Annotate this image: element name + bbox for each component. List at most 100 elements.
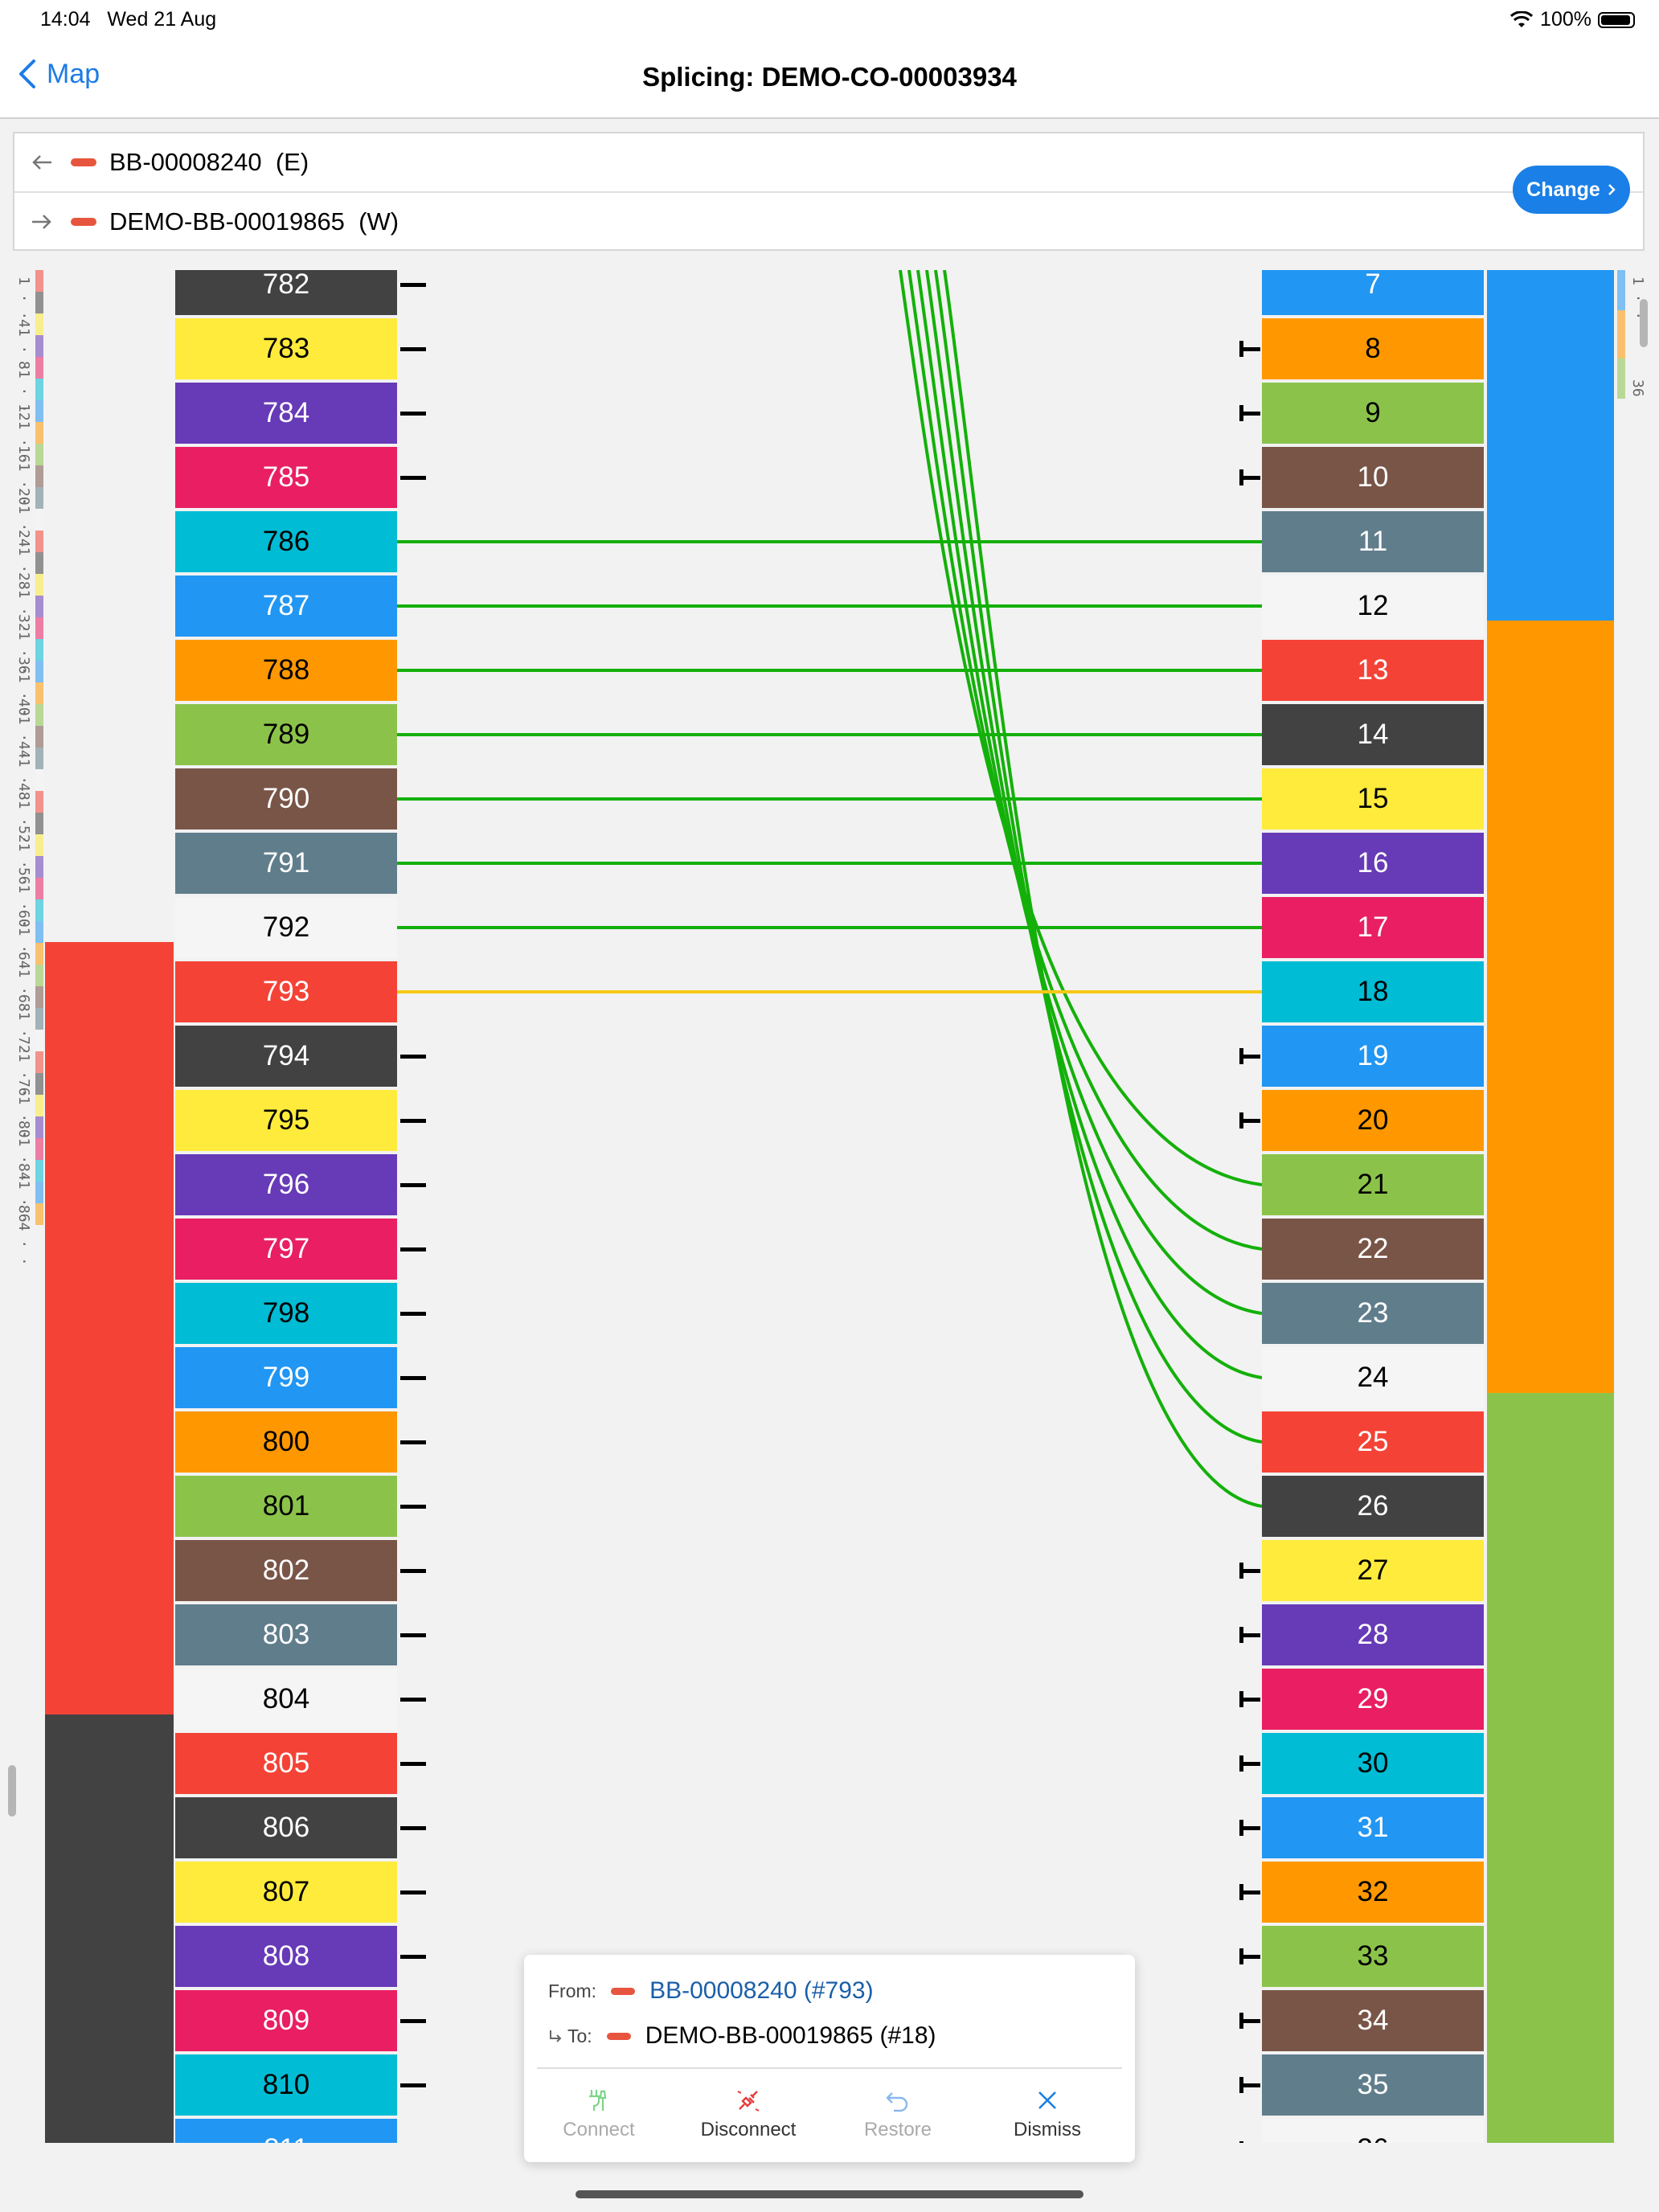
right-fiber-27[interactable]: 27	[1262, 1540, 1484, 1601]
right-fiber-28[interactable]: 28	[1262, 1604, 1484, 1665]
left-fiber-787[interactable]: 787	[175, 576, 397, 637]
right-fiber-34[interactable]: 34	[1262, 1990, 1484, 2051]
right-fiber-31[interactable]: 31	[1262, 1797, 1484, 1858]
right-fiber-20[interactable]: 20	[1262, 1090, 1484, 1151]
left-fiber-796[interactable]: 796	[175, 1154, 397, 1215]
right-fiber-19[interactable]: 19	[1262, 1026, 1484, 1087]
disconnect-icon	[737, 2091, 760, 2112]
unspliced-marker	[1241, 1633, 1260, 1637]
cable-selector: BB-00008240 (E) DEMO-BB-00019865 (W) Cha…	[13, 132, 1645, 251]
battery-percent: 100%	[1540, 8, 1591, 31]
minimap-segment	[35, 292, 43, 313]
splice-popup: From: BB-00008240 (#793) To: DEMO-BB-000…	[524, 1955, 1135, 2162]
left-fiber-798[interactable]: 798	[175, 1283, 397, 1344]
right-fiber-23[interactable]: 23	[1262, 1283, 1484, 1344]
splice-curve[interactable]	[916, 270, 1263, 1315]
right-fiber-12[interactable]: 12	[1262, 576, 1484, 637]
splice-curve[interactable]	[943, 270, 1263, 1508]
connect-button[interactable]: Connect	[524, 2074, 674, 2154]
left-fiber-790[interactable]: 790	[175, 768, 397, 830]
right-fiber-14[interactable]: 14	[1262, 704, 1484, 765]
right-fiber-35[interactable]: 35	[1262, 2054, 1484, 2116]
unspliced-marker	[1241, 1826, 1260, 1830]
left-fiber-802[interactable]: 802	[175, 1540, 397, 1601]
arrow-left-icon	[31, 154, 55, 171]
right-fiber-25[interactable]: 25	[1262, 1411, 1484, 1473]
left-fiber-803[interactable]: 803	[175, 1604, 397, 1665]
unspliced-marker	[400, 412, 426, 416]
right-fiber-13[interactable]: 13	[1262, 640, 1484, 701]
left-fiber-809[interactable]: 809	[175, 1990, 397, 2051]
left-fiber-783[interactable]: 783	[175, 318, 397, 379]
left-fiber-804[interactable]: 804	[175, 1669, 397, 1730]
dismiss-button[interactable]: Dismiss	[973, 2074, 1122, 2154]
left-scroll-indicator[interactable]	[8, 1765, 16, 1817]
left-fiber-807[interactable]: 807	[175, 1862, 397, 1923]
arrow-right-icon	[31, 213, 55, 231]
change-button[interactable]: Change	[1513, 166, 1630, 214]
unspliced-marker	[400, 1312, 426, 1316]
unspliced-marker	[400, 1376, 426, 1380]
minimap-segment	[35, 1030, 43, 1051]
right-fiber-16[interactable]: 16	[1262, 833, 1484, 894]
left-fiber-782[interactable]: 782	[175, 270, 397, 315]
left-fiber-793[interactable]: 793	[175, 961, 397, 1022]
right-fiber-36[interactable]: 36	[1262, 2119, 1484, 2143]
popup-from-value[interactable]: BB-00008240 (#793)	[649, 1977, 874, 2004]
left-fiber-795[interactable]: 795	[175, 1090, 397, 1151]
splice-curve[interactable]	[934, 270, 1263, 1444]
right-fiber-11[interactable]: 11	[1262, 511, 1484, 572]
minimap-segment	[35, 1182, 43, 1203]
right-fiber-33[interactable]: 33	[1262, 1926, 1484, 1987]
minimap-segment	[35, 748, 43, 769]
to-cable-name: DEMO-BB-00019865	[109, 207, 345, 236]
right-fiber-8[interactable]: 8	[1262, 318, 1484, 379]
right-fiber-15[interactable]: 15	[1262, 768, 1484, 830]
right-fiber-22[interactable]: 22	[1262, 1219, 1484, 1280]
left-fiber-797[interactable]: 797	[175, 1219, 397, 1280]
buffer-tube	[45, 270, 174, 942]
unspliced-marker	[400, 1955, 426, 1959]
right-fiber-30[interactable]: 30	[1262, 1733, 1484, 1794]
divider	[537, 2067, 1122, 2069]
left-fiber-800[interactable]: 800	[175, 1411, 397, 1473]
left-fiber-801[interactable]: 801	[175, 1476, 397, 1537]
splice-diagram[interactable]: 782 783 784 785 786 787 788 789 790 791 792 793 794 7…	[0, 270, 1659, 2143]
left-fiber-794[interactable]: 794	[175, 1026, 397, 1087]
left-fiber-805[interactable]: 805	[175, 1733, 397, 1794]
right-fiber-10[interactable]: 10	[1262, 447, 1484, 508]
left-fiber-806[interactable]: 806	[175, 1797, 397, 1858]
left-fiber-784[interactable]: 784	[175, 383, 397, 444]
right-fiber-21[interactable]: 21	[1262, 1154, 1484, 1215]
minimap-segment	[35, 856, 43, 878]
left-fiber-786[interactable]: 786	[175, 511, 397, 572]
right-fiber-26[interactable]: 26	[1262, 1476, 1484, 1537]
home-indicator[interactable]	[576, 2190, 1083, 2198]
minimap-segment	[35, 899, 43, 921]
left-fiber-808[interactable]: 808	[175, 1926, 397, 1987]
left-fiber-791[interactable]: 791	[175, 833, 397, 894]
right-fiber-9[interactable]: 9	[1262, 383, 1484, 444]
left-fiber-799[interactable]: 799	[175, 1347, 397, 1408]
left-fiber-792[interactable]: 792	[175, 897, 397, 958]
left-fiber-810[interactable]: 810	[175, 2054, 397, 2116]
left-fiber-811[interactable]: 811	[175, 2119, 397, 2143]
right-fiber-18[interactable]: 18	[1262, 961, 1484, 1022]
right-fiber-32[interactable]: 32	[1262, 1862, 1484, 1923]
left-fiber-789[interactable]: 789	[175, 704, 397, 765]
back-button[interactable]: Map	[18, 58, 100, 90]
disconnect-button[interactable]: Disconnect	[674, 2074, 823, 2154]
minimap-segment	[35, 335, 43, 357]
unspliced-marker	[1241, 1055, 1260, 1059]
right-scroll-indicator[interactable]	[1640, 299, 1648, 347]
unspliced-marker	[1241, 2019, 1260, 2023]
unspliced-marker	[400, 2019, 426, 2023]
restore-button[interactable]: Restore	[823, 2074, 973, 2154]
right-fiber-29[interactable]: 29	[1262, 1669, 1484, 1730]
left-fiber-785[interactable]: 785	[175, 447, 397, 508]
left-fiber-788[interactable]: 788	[175, 640, 397, 701]
right-fiber-17[interactable]: 17	[1262, 897, 1484, 958]
right-fiber-7[interactable]: 7	[1262, 270, 1484, 315]
minimap-segment	[35, 704, 43, 726]
right-fiber-24[interactable]: 24	[1262, 1347, 1484, 1408]
